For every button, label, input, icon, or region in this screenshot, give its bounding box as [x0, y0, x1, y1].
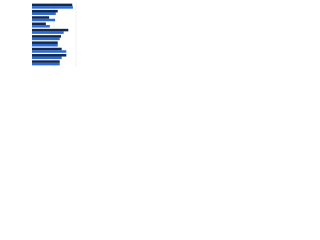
bar — [32, 3, 73, 7]
bar — [32, 54, 67, 57]
bar — [32, 31, 64, 34]
bar — [32, 6, 73, 9]
bar — [32, 50, 67, 53]
bar — [32, 16, 50, 19]
chart — [32, 2, 77, 67]
bar — [32, 22, 46, 26]
bar — [32, 35, 62, 38]
bar — [32, 28, 69, 32]
bar — [32, 43, 58, 47]
bar — [32, 60, 60, 63]
page: {"chart_data": {"type": "bar", "orientat… — [0, 0, 100, 71]
bar — [32, 37, 60, 41]
bar — [32, 9, 58, 13]
bar — [32, 56, 62, 60]
bar — [32, 18, 56, 22]
bar — [32, 62, 60, 66]
bar — [32, 25, 50, 28]
bar — [32, 41, 58, 44]
bar — [32, 47, 62, 51]
bar — [32, 12, 56, 15]
